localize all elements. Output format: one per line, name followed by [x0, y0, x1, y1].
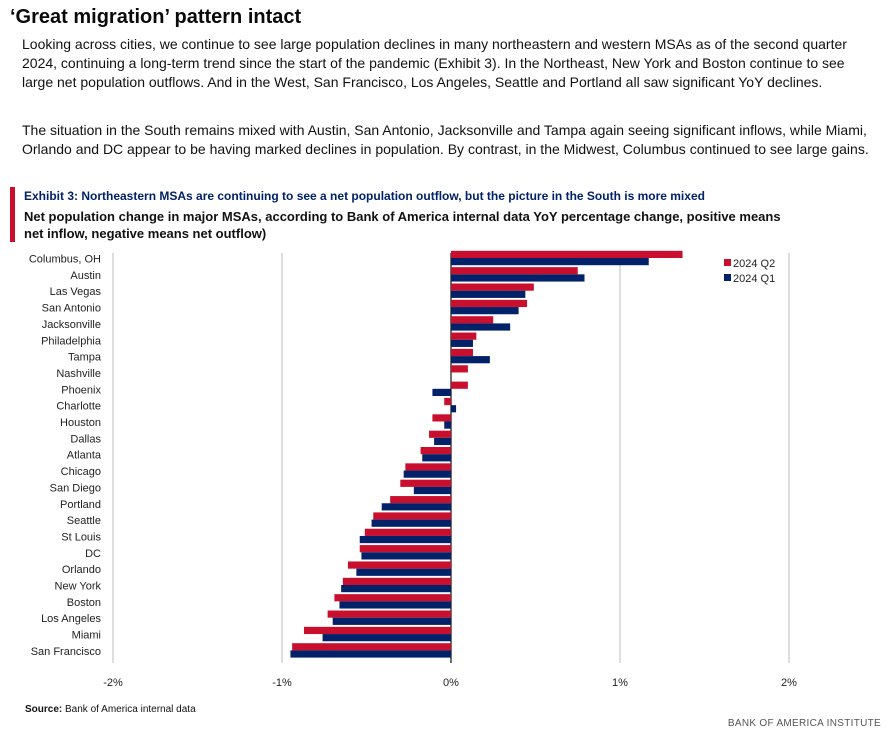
- bar-2024-q1: [451, 258, 649, 266]
- bar-2024-q2: [292, 643, 451, 651]
- south-paragraph: The situation in the South remains mixed…: [22, 122, 869, 157]
- page-title: ‘Great migration’ pattern intact: [10, 6, 302, 28]
- category-label: San Francisco: [31, 646, 101, 658]
- category-label: Atlanta: [67, 450, 102, 462]
- bar-2024-q2: [405, 463, 451, 471]
- bar-2024-q2: [451, 283, 534, 291]
- bar-2024-q1: [451, 356, 490, 364]
- bar-2024-q1: [341, 585, 451, 593]
- category-label: Tampa: [68, 352, 102, 364]
- category-label: Dallas: [70, 433, 101, 445]
- category-label: Seattle: [67, 515, 101, 527]
- legend-swatch: [724, 274, 731, 281]
- bar-2024-q2: [451, 348, 473, 357]
- bar-2024-q2: [420, 447, 451, 455]
- category-label: San Antonio: [42, 303, 101, 315]
- category-label: Boston: [67, 597, 101, 609]
- category-label: Los Angeles: [41, 613, 101, 625]
- source-text: Bank of America internal data: [65, 704, 196, 715]
- bar-2024-q2: [327, 610, 451, 618]
- bar-2024-q1: [413, 486, 451, 495]
- bar-2024-q1: [332, 617, 451, 625]
- bar-2024-q1: [361, 552, 451, 560]
- category-label: Chicago: [61, 466, 101, 478]
- bar-2024-q2: [390, 496, 451, 504]
- category-label: Phoenix: [61, 384, 101, 396]
- bar-2024-q2: [429, 430, 451, 438]
- x-tick-label: -1%: [272, 677, 292, 689]
- bar-2024-q2: [451, 250, 683, 258]
- category-label: Jacksonville: [42, 319, 101, 331]
- bar-2024-q2: [444, 397, 451, 406]
- bar-2024-q1: [451, 274, 585, 282]
- bar-2024-q1: [359, 535, 451, 544]
- bar-2024-q2: [451, 365, 468, 373]
- category-label: DC: [85, 548, 101, 560]
- bar-2024-q2: [342, 577, 451, 585]
- bar-2024-q1: [371, 519, 451, 527]
- category-label: St Louis: [61, 531, 101, 543]
- bar-2024-q2: [373, 512, 451, 520]
- bar-2024-q1: [434, 437, 451, 446]
- x-tick-label: 0%: [443, 677, 459, 689]
- category-label: Miami: [72, 630, 101, 642]
- category-label: Nashville: [56, 368, 101, 380]
- bar-2024-q2: [364, 528, 451, 536]
- msa-population-chart: -2% -1% 0% 1% 2% Columbus, OH Austin Las Vegas S…: [29, 250, 797, 689]
- bar-2024-q1: [451, 405, 457, 413]
- category-label: San Diego: [50, 482, 101, 494]
- bar-2024-q2: [359, 545, 451, 553]
- legend-swatch: [724, 259, 731, 266]
- exhibit-title: Exhibit 3: Northeastern MSAs are continu…: [24, 189, 705, 203]
- bar-2024-q1: [451, 323, 511, 331]
- legend-label: 2024 Q2: [733, 258, 775, 270]
- source-label: Source:: [25, 704, 63, 715]
- bar-2024-q2: [451, 267, 578, 275]
- bar-2024-q2: [451, 332, 477, 340]
- x-tick-label: -2%: [103, 677, 123, 689]
- bar-2024-q1: [451, 290, 526, 298]
- bar-2024-q1: [381, 503, 451, 511]
- bar-2024-q2: [451, 381, 468, 389]
- category-label: Austin: [70, 270, 101, 282]
- intro-paragraph: Looking across cities, we continue to se…: [22, 36, 847, 90]
- category-label: Portland: [60, 499, 101, 511]
- category-label: Las Vegas: [50, 286, 102, 298]
- exhibit-subtitle: Net population change in major MSAs, acc…: [24, 209, 781, 241]
- bar-2024-q2: [400, 479, 451, 487]
- bar-2024-q1: [322, 634, 451, 642]
- category-label: Orlando: [62, 564, 101, 576]
- legend-label: 2024 Q1: [733, 273, 775, 285]
- x-tick-label: 1%: [612, 677, 628, 689]
- bar-2024-q2: [334, 594, 451, 602]
- bar-2024-q1: [290, 650, 451, 658]
- bar-2024-q1: [444, 421, 451, 429]
- bar-2024-q2: [451, 316, 494, 324]
- source-note: Source: Bank of America internal data: [25, 704, 196, 715]
- bar-2024-q1: [451, 307, 519, 315]
- category-label: Philadelphia: [41, 335, 102, 347]
- bar-2024-q1: [356, 568, 451, 576]
- exhibit-accent-bar: [10, 187, 15, 242]
- brand-footer: BANK OF AMERICA INSTITUTE: [727, 718, 881, 729]
- category-label: Houston: [60, 417, 101, 429]
- category-label: Charlotte: [56, 401, 101, 413]
- x-tick-label: 2%: [781, 677, 797, 689]
- bar-2024-q1: [403, 470, 451, 478]
- bar-2024-q1: [422, 454, 451, 462]
- category-label: New York: [55, 581, 102, 593]
- bar-2024-q1: [339, 601, 451, 609]
- bar-2024-q2: [432, 414, 451, 422]
- bar-2024-q2: [347, 561, 451, 569]
- bar-2024-q2: [451, 299, 528, 308]
- bar-2024-q2: [303, 626, 451, 635]
- category-label: Columbus, OH: [29, 254, 101, 266]
- bar-2024-q1: [451, 339, 473, 347]
- bar-2024-q1: [432, 388, 451, 396]
